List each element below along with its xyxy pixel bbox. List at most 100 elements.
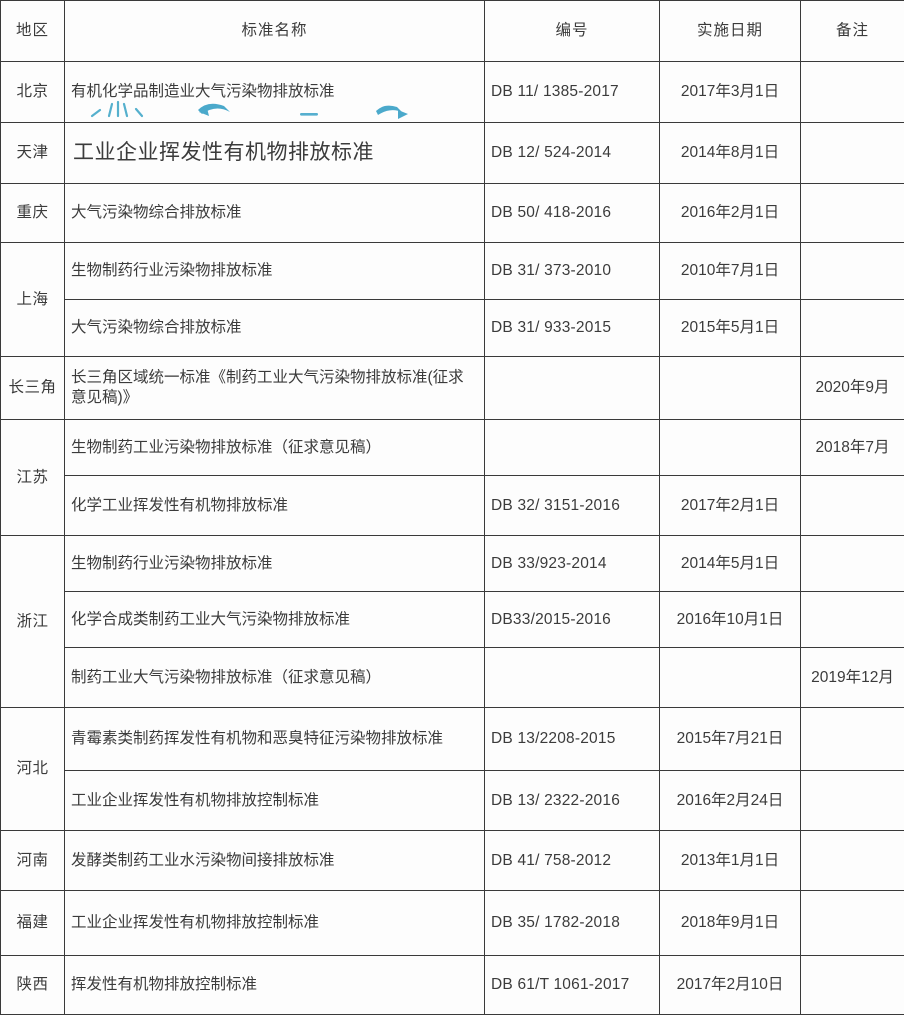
cell-effective-date: 2018年9月1日: [659, 890, 801, 956]
cell-remark: [800, 122, 904, 184]
column-header-remark: 备注: [800, 0, 904, 62]
cell-effective-date: 2010年7月1日: [659, 242, 801, 300]
cell-standard-name: 生物制药行业污染物排放标准: [64, 242, 485, 300]
table-row: 上海 生物制药行业污染物排放标准 DB 31/ 373-2010 2010年7月…: [0, 242, 904, 357]
cell-standard-name: 大气污染物综合排放标准: [64, 299, 485, 357]
cell-code: DB 13/2208-2015: [484, 707, 660, 771]
cell-effective-date: 2017年2月10日: [659, 955, 801, 1015]
cell-code: DB 35/ 1782-2018: [484, 890, 660, 956]
table-row: 制药工业大气污染物排放标准（征求意见稿） 2019年12月: [1, 647, 904, 708]
cell-standard-name: 工业企业挥发性有机物排放标准: [64, 122, 485, 184]
column-header-code: 编号: [484, 0, 660, 62]
cell-region: 浙江: [0, 535, 65, 708]
cell-standard-name: 发酵类制药工业水污染物间接排放标准: [64, 830, 485, 891]
cell-remark: [800, 770, 904, 831]
cell-effective-date: [659, 356, 801, 420]
cell-standard-name: 有机化学品制造业大气污染物排放标准: [64, 61, 485, 123]
table-body: 北京 有机化学品制造业大气污染物排放标准 DB 11/ 1385-2017 20…: [0, 61, 904, 1015]
cell-code: DB 50/ 418-2016: [484, 183, 660, 243]
table-row: 福建 工业企业挥发性有机物排放控制标准 DB 35/ 1782-2018 201…: [0, 890, 904, 956]
cell-standard-name: 生物制药工业污染物排放标准（征求意见稿）: [64, 419, 485, 476]
cell-standard-name: 制药工业大气污染物排放标准（征求意见稿）: [64, 647, 485, 708]
cell-remark: 2020年9月: [800, 356, 904, 420]
cell-code: DB 33/923-2014: [484, 535, 660, 592]
cell-code: DB 31/ 933-2015: [484, 299, 660, 357]
cell-standard-name: 大气污染物综合排放标准: [64, 183, 485, 243]
table-row: 北京 有机化学品制造业大气污染物排放标准 DB 11/ 1385-2017 20…: [0, 61, 904, 123]
cell-region: 北京: [0, 61, 65, 123]
cell-effective-date: 2015年7月21日: [659, 707, 801, 771]
cell-standard-name: 化学工业挥发性有机物排放标准: [64, 475, 485, 536]
cell-standard-name: 工业企业挥发性有机物排放控制标准: [64, 770, 485, 831]
cell-code: DB 11/ 1385-2017: [484, 61, 660, 123]
cell-effective-date: [659, 647, 801, 708]
table-row: 重庆 大气污染物综合排放标准 DB 50/ 418-2016 2016年2月1日: [0, 183, 904, 243]
cell-effective-date: 2017年2月1日: [659, 475, 801, 536]
cell-effective-date: 2016年2月1日: [659, 183, 801, 243]
cell-remark: [800, 61, 904, 123]
cell-region: 天津: [0, 122, 65, 184]
column-header-region: 地区: [0, 0, 65, 62]
cell-code: [484, 356, 660, 420]
cell-code: DB 12/ 524-2014: [484, 122, 660, 184]
cell-code: [484, 647, 660, 708]
table-row: 河北 青霉素类制药挥发性有机物和恶臭特征污染物排放标准 DB 13/2208-2…: [0, 707, 904, 831]
cell-code: DB 13/ 2322-2016: [484, 770, 660, 831]
cell-remark: [800, 955, 904, 1015]
cell-effective-date: 2017年3月1日: [659, 61, 801, 123]
cell-remark: 2018年7月: [800, 419, 904, 476]
cell-effective-date: [659, 419, 801, 476]
table-row: 天津 工业企业挥发性有机物排放标准 DB 12/ 524-2014 2014年8…: [0, 122, 904, 184]
table-row: 大气污染物综合排放标准 DB 31/ 933-2015 2015年5月1日: [1, 299, 904, 357]
table-row: 工业企业挥发性有机物排放控制标准 DB 13/ 2322-2016 2016年2…: [1, 770, 904, 831]
cell-remark: [800, 830, 904, 891]
cell-region: 福建: [0, 890, 65, 956]
table-header-row: 地区 标准名称 编号 实施日期 备注: [0, 0, 904, 62]
table-row: 浙江 生物制药行业污染物排放标准 DB 33/923-2014 2014年5月1…: [0, 535, 904, 708]
column-header-effective-date: 实施日期: [659, 0, 801, 62]
cell-standard-name: 挥发性有机物排放控制标准: [64, 955, 485, 1015]
cell-effective-date: 2013年1月1日: [659, 830, 801, 891]
cell-remark: [800, 707, 904, 771]
cell-standard-name: 生物制药行业污染物排放标准: [64, 535, 485, 592]
cell-remark: [800, 183, 904, 243]
cell-effective-date: 2014年5月1日: [659, 535, 801, 592]
table-row: 河南 发酵类制药工业水污染物间接排放标准 DB 41/ 758-2012 201…: [0, 830, 904, 891]
cell-remark: [800, 535, 904, 592]
table-row: 化学工业挥发性有机物排放标准 DB 32/ 3151-2016 2017年2月1…: [1, 475, 904, 536]
cell-code: DB 41/ 758-2012: [484, 830, 660, 891]
table-row: 化学合成类制药工业大气污染物排放标准 DB33/2015-2016 2016年1…: [1, 591, 904, 648]
cell-effective-date: 2016年10月1日: [659, 591, 801, 648]
cell-standard-name: 化学合成类制药工业大气污染物排放标准: [64, 591, 485, 648]
cell-region: 长三角: [0, 356, 65, 420]
cell-standard-name: 长三角区域统一标准《制药工业大气污染物排放标准(征求意见稿)》: [64, 356, 485, 420]
cell-effective-date: 2014年8月1日: [659, 122, 801, 184]
cell-standard-name: 工业企业挥发性有机物排放控制标准: [64, 890, 485, 956]
cell-code: DB 31/ 373-2010: [484, 242, 660, 300]
cell-remark: [800, 475, 904, 536]
cell-effective-date: 2015年5月1日: [659, 299, 801, 357]
cell-region: 重庆: [0, 183, 65, 243]
cell-region: 河北: [0, 707, 65, 831]
cell-remark: [800, 890, 904, 956]
table-header: 地区 标准名称 编号 实施日期 备注: [0, 0, 904, 62]
cell-region: 江苏: [0, 419, 65, 536]
cell-code: DB 61/T 1061-2017: [484, 955, 660, 1015]
cell-region: 陕西: [0, 955, 65, 1015]
cell-code: DB 32/ 3151-2016: [484, 475, 660, 536]
cell-remark: [800, 242, 904, 300]
cell-remark: 2019年12月: [800, 647, 904, 708]
cell-remark: [800, 299, 904, 357]
table-row: 陕西 挥发性有机物排放控制标准 DB 61/T 1061-2017 2017年2…: [0, 955, 904, 1015]
cell-region: 河南: [0, 830, 65, 891]
cell-region: 上海: [0, 242, 65, 357]
cell-remark: [800, 591, 904, 648]
cell-code: [484, 419, 660, 476]
cell-standard-name: 青霉素类制药挥发性有机物和恶臭特征污染物排放标准: [64, 707, 485, 771]
cell-code: DB33/2015-2016: [484, 591, 660, 648]
column-header-standard-name: 标准名称: [64, 0, 485, 62]
table-row: 江苏 生物制药工业污染物排放标准（征求意见稿） 2018年7月: [0, 419, 904, 536]
table-row: 长三角 长三角区域统一标准《制药工业大气污染物排放标准(征求意见稿)》 2020…: [0, 356, 904, 420]
